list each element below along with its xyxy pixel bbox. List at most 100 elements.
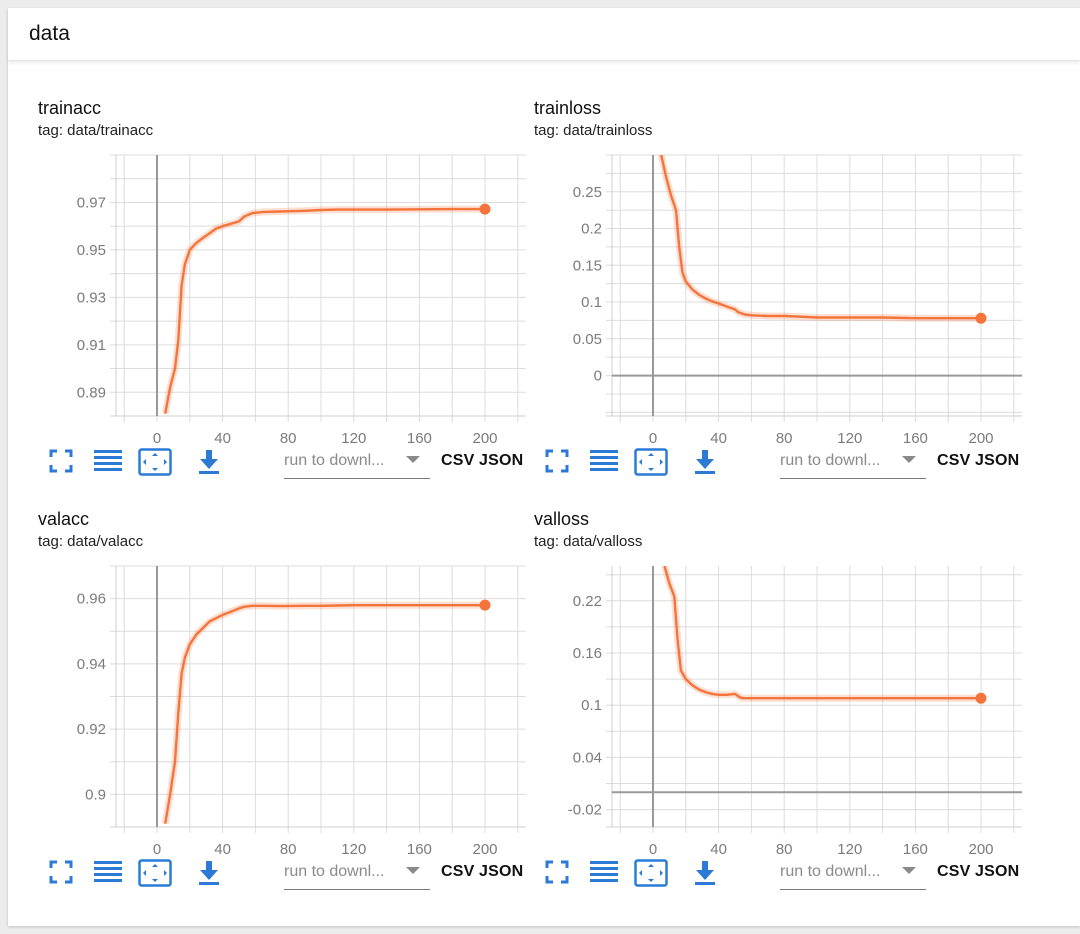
chart-title: trainloss [534,98,602,118]
x-tick-label: 200 [968,430,993,447]
csv-button[interactable]: CSV [441,863,475,880]
series-line [164,207,485,414]
x-tick-label: 160 [903,841,928,858]
y-tick-label: 0.9 [85,786,106,803]
fullscreen-icon[interactable] [48,448,82,482]
chart-toolbar: run to downl... CSV JSON [38,448,534,488]
chart-panel-valacc: valacc tag: data/valacc 0 40 80 120 160 200 0.… [38,509,534,909]
group-title: data [29,22,70,45]
y-tick-label: 0.97 [77,194,106,211]
x-tick-label: 160 [903,430,928,447]
fit-domain-icon[interactable] [634,448,668,482]
series-last-point [479,599,491,611]
y-tick-label: 0.94 [77,656,106,673]
x-tick-label: 80 [776,841,793,858]
csv-button[interactable]: CSV [937,452,971,469]
download-icon[interactable] [692,448,726,482]
series-smoothing-halo [657,155,981,322]
series-line [660,155,981,320]
x-tick-label: 40 [710,841,727,858]
chart-toolbar: run to downl... CSV JSON [534,448,1030,488]
line-chart-trainacc[interactable]: 0 40 80 120 160 200 0.89 0.91 0.93 0.95 0.97 [38,138,534,448]
x-tick-label: 120 [837,430,862,447]
y-tick-label: 0.04 [573,749,602,766]
y-tick-label: 0.2 [581,221,602,238]
y-tick-label: 0.15 [573,257,602,274]
y-tick-label: 0.1 [581,294,602,311]
x-tick-label: 120 [341,841,366,858]
series-smoothing-halo [161,601,485,825]
download-icon[interactable] [196,859,230,893]
run-download-placeholder: run to downl... [780,863,881,880]
scalars-card: data trainacc tag: data/trainacc 0 40 80 12… [8,8,1080,926]
fit-domain-icon[interactable] [138,448,172,482]
y-tick-label: 0.22 [573,593,602,610]
x-tick-label: 0 [153,841,161,858]
chart-title: valacc [38,509,90,529]
y-tick-label: 0.96 [77,591,106,608]
run-download-select[interactable]: run to downl... [780,861,926,890]
json-button[interactable]: JSON [479,863,524,880]
chevron-down-icon [902,867,916,874]
toggle-y-log-icon[interactable] [589,448,623,482]
json-button[interactable]: JSON [975,863,1020,880]
chart-panel-trainacc: trainacc tag: data/trainacc 0 40 80 120 160 2… [38,98,534,498]
x-tick-label: 200 [968,841,993,858]
x-tick-label: 80 [280,430,297,447]
chart-tag: tag: data/trainacc [38,122,154,139]
json-button[interactable]: JSON [975,452,1020,469]
series-smoothing-halo [161,205,485,415]
line-chart-valloss[interactable]: 0 40 80 120 160 200 -0.02 0.04 0.1 0.16 0.22 [534,549,1030,859]
y-tick-label: 0.93 [77,289,106,306]
x-tick-label: 40 [214,841,231,858]
x-tick-label: 40 [710,430,727,447]
fit-domain-icon[interactable] [138,859,172,893]
toggle-y-log-icon[interactable] [93,859,127,893]
series-last-point [975,692,987,704]
x-tick-label: 200 [472,841,497,858]
y-tick-label: 0.92 [77,721,106,738]
csv-button[interactable]: CSV [441,452,475,469]
chevron-down-icon [406,867,420,874]
y-tick-label: 0.25 [573,184,602,201]
x-tick-label: 80 [776,430,793,447]
y-tick-label: 0.05 [573,331,602,348]
run-download-placeholder: run to downl... [780,452,881,469]
line-chart-trainloss[interactable]: 0 40 80 120 160 200 0 0.05 0.1 0.15 0.2 0.25 [534,138,1030,448]
run-download-select[interactable]: run to downl... [284,861,430,890]
chart-tag: tag: data/valacc [38,533,144,550]
csv-button[interactable]: CSV [937,863,971,880]
fit-domain-icon[interactable] [634,859,668,893]
chart-panel-valloss: valloss tag: data/valloss 0 40 80 120 160 200… [534,509,1030,909]
run-download-select[interactable]: run to downl... [284,450,430,479]
run-download-select[interactable]: run to downl... [780,450,926,479]
x-tick-label: 0 [153,430,161,447]
x-tick-label: 80 [280,841,297,858]
toggle-y-log-icon[interactable] [93,448,127,482]
series-last-point [479,203,491,215]
download-icon[interactable] [196,448,230,482]
line-chart-valacc[interactable]: 0 40 80 120 160 200 0.9 0.92 0.94 0.96 [38,549,534,859]
chart-tag: tag: data/valloss [534,533,643,550]
series-last-point [975,312,987,324]
fullscreen-icon[interactable] [544,859,578,893]
chart-toolbar: run to downl... CSV JSON [534,859,1030,899]
chart-title: valloss [534,509,590,529]
fullscreen-icon[interactable] [48,859,82,893]
json-button[interactable]: JSON [479,452,524,469]
y-tick-label: 0.1 [581,697,602,714]
chevron-down-icon [902,456,916,463]
y-tick-label: 0.95 [77,242,106,259]
download-icon[interactable] [692,859,726,893]
series-smoothing-halo [661,566,981,702]
group-header[interactable]: data [8,8,1080,61]
chart-tag: tag: data/trainloss [534,122,653,139]
toggle-y-log-icon[interactable] [589,859,623,893]
x-tick-label: 160 [407,430,432,447]
x-tick-label: 0 [649,430,657,447]
x-tick-label: 120 [341,430,366,447]
y-tick-label: 0.91 [77,337,106,354]
fullscreen-icon[interactable] [544,448,578,482]
series-line [663,566,981,700]
run-download-placeholder: run to downl... [284,863,385,880]
